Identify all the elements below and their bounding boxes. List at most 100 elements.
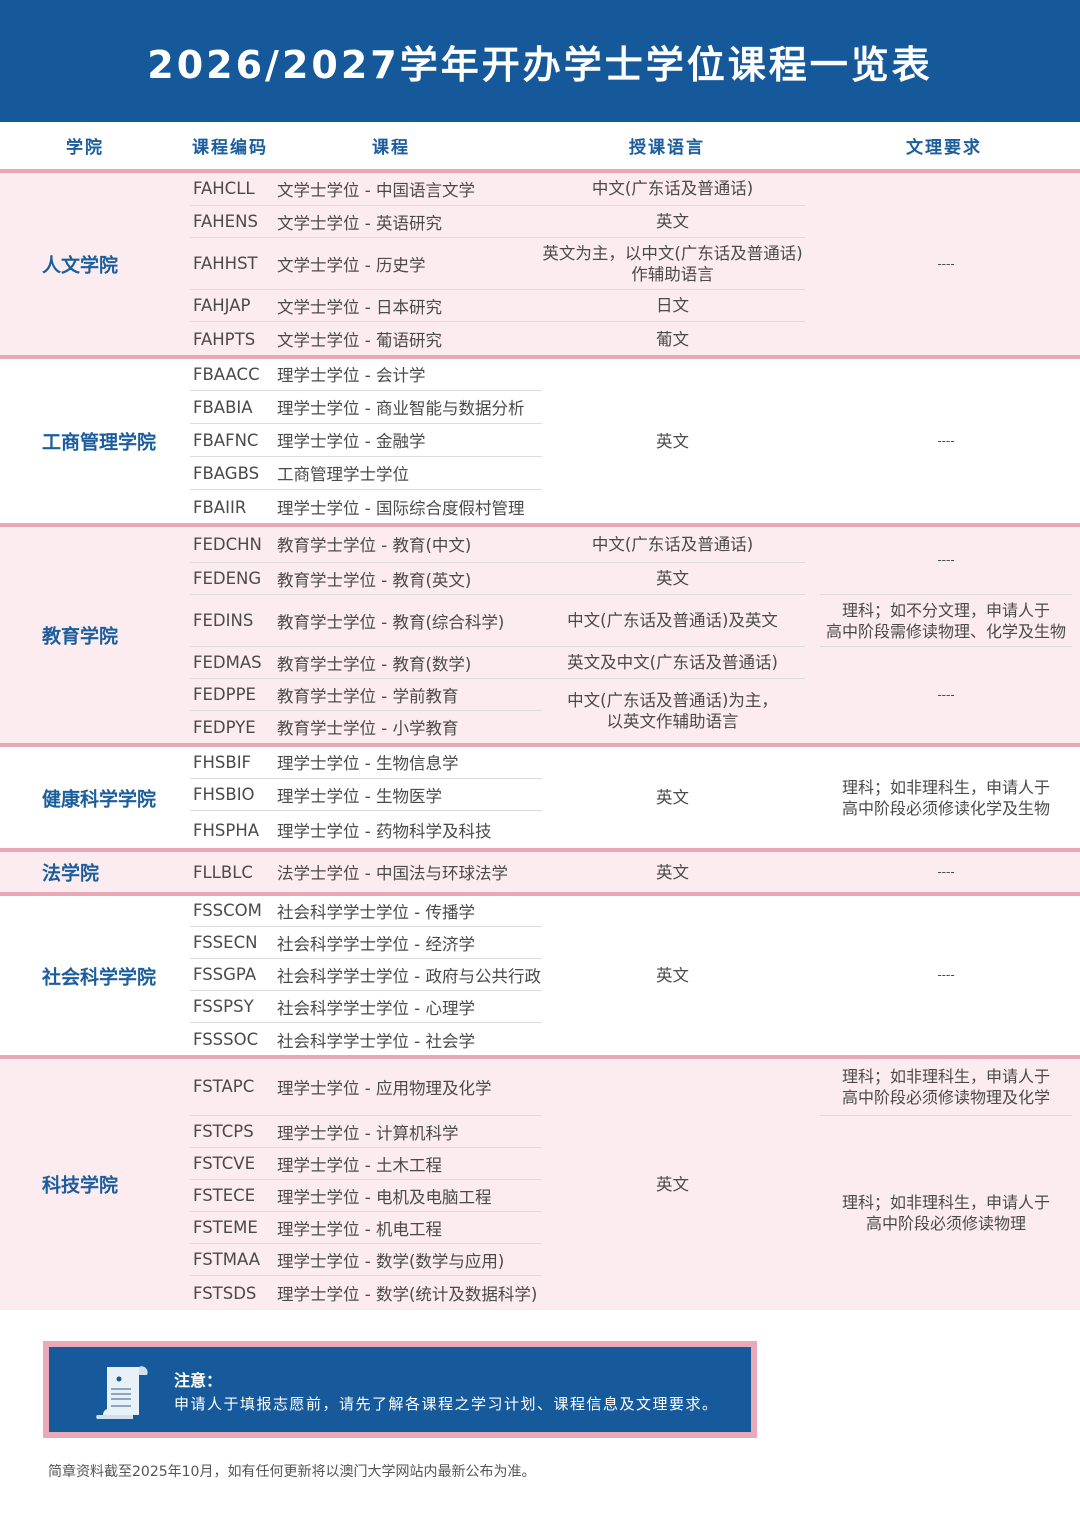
teaching-language: 中文(广东话及普通话)为主， 以英文作辅助语言 (567, 691, 778, 731)
subject-requirement: 理科；如非理科生，申请人于 高中阶段必须修读物理 (841, 1193, 1050, 1233)
course-code: FLLBLC (193, 862, 253, 882)
course-code: FSTMAA (190, 1244, 274, 1276)
subject-requirement: ---- (937, 687, 955, 702)
course-code: FBAFNC (190, 424, 274, 457)
course-code: FEDMAS (190, 647, 274, 679)
subject-requirement: ---- (820, 526, 1072, 595)
course-code: FSTEME (190, 1212, 274, 1244)
course-name: 文学士学位 - 中国语言文学 (274, 172, 542, 206)
subject-requirement: 理科；如不分文理，申请人于 高中阶段需修读物理、化学及生物 (820, 595, 1072, 647)
section-1 (0, 172, 1080, 356)
section-divider (0, 1055, 1080, 1059)
course-name: 社会科学学士学位 - 心理学 (274, 991, 542, 1023)
course-name: 理学士学位 - 生物医学 (274, 779, 542, 811)
course-code: FBABIA (190, 391, 274, 424)
college-name: 社会科学学院 (42, 966, 157, 988)
course-code: FSSCOM (190, 895, 274, 927)
subject-requirement: ---- (937, 256, 955, 271)
notice-box: 注意： 申请人于填报志愿前，请先了解各课程之学习计划、课程信息及文理要求。 (43, 1341, 757, 1438)
course-name: 文学士学位 - 葡语研究 (277, 331, 442, 350)
subject-requirement: ---- (937, 864, 955, 879)
course-name: 教育学士学位 - 学前教育 (274, 679, 542, 711)
course-name: 教育学士学位 - 教育(中文) (274, 526, 542, 563)
college-name: 科技学院 (42, 1174, 119, 1197)
course-name: 教育学士学位 - 教育(数学) (274, 647, 542, 679)
section-divider (0, 743, 1080, 747)
course-code: FAHJAP (190, 290, 274, 322)
course-name: 社会科学学士学位 - 传播学 (274, 895, 542, 927)
course-name: 理学士学位 - 土木工程 (274, 1148, 542, 1180)
course-code: FEDENG (190, 563, 274, 595)
section-divider (0, 892, 1080, 896)
course-name: 理学士学位 - 商业智能与数据分析 (274, 391, 542, 424)
teaching-language: 中文(广东话及普通话) (540, 526, 805, 563)
teaching-language: 英文 (656, 966, 689, 985)
teaching-language: 中文(广东话及普通话)及英文 (540, 595, 805, 647)
column-header-college: 学院 (66, 138, 104, 158)
section-7 (0, 1058, 1080, 1310)
course-name: 理学士学位 - 会计学 (274, 358, 542, 391)
teaching-language: 英文 (540, 206, 805, 238)
course-code: FSTECE (190, 1180, 274, 1212)
course-code: FSTCPS (190, 1116, 274, 1148)
course-code: FBAACC (190, 358, 274, 391)
college-name: 人文学院 (42, 254, 119, 277)
course-name: 教育学士学位 - 教育(英文) (274, 563, 542, 595)
course-code: FSSPSY (190, 991, 274, 1023)
notice-title: 注意： (174, 1371, 223, 1390)
course-code: FSSSOC (193, 1030, 259, 1049)
notice-text: 申请人于填报志愿前，请先了解各课程之学习计划、课程信息及文理要求。 (174, 1395, 719, 1413)
course-code: FBAIIR (193, 497, 247, 517)
section-4 (0, 746, 1080, 849)
title-banner: 2026/2027学年开办学士学位课程一览表 (0, 0, 1080, 122)
course-name: 教育学士学位 - 教育(综合科学) (274, 595, 542, 647)
section-divider (0, 169, 1080, 173)
column-header-requirement: 文理要求 (906, 138, 982, 158)
course-name: 文学士学位 - 英语研究 (274, 206, 542, 238)
course-name: 文学士学位 - 历史学 (274, 238, 542, 290)
college-name: 健康科学学院 (42, 788, 157, 810)
course-name: 理学士学位 - 药物科学及科技 (277, 822, 492, 841)
course-name: 理学士学位 - 生物信息学 (274, 746, 542, 779)
page-title: 2026/2027学年开办学士学位课程一览表 (147, 42, 933, 87)
course-code: FHSBIO (190, 779, 274, 811)
course-name: 理学士学位 - 国际综合度假村管理 (277, 499, 525, 518)
subject-requirement: ---- (937, 968, 955, 982)
teaching-language: 英文 (656, 1174, 689, 1194)
course-code: FHSBIF (190, 746, 274, 779)
teaching-language: 英文 (656, 862, 689, 882)
course-name: 法学士学位 - 中国法与环球法学 (277, 864, 508, 883)
teaching-language: 英文 (656, 788, 689, 807)
course-code: FAHCLL (190, 172, 274, 206)
course-name: 理学士学位 - 数学(数学与应用) (274, 1244, 542, 1276)
course-name: 文学士学位 - 日本研究 (274, 290, 542, 322)
course-name: 理学士学位 - 数学(统计及数据科学) (277, 1285, 538, 1304)
teaching-language: 英文及中文(广东话及普通话) (540, 647, 805, 679)
teaching-language: 英文 (656, 431, 689, 451)
college-name: 工商管理学院 (42, 431, 157, 454)
footnote: 简章资料截至2025年10月，如有任何更新将以澳门大学网站内最新公布为准。 (48, 1464, 536, 1480)
course-code: FSTAPC (190, 1058, 274, 1116)
course-code: FHSPHA (193, 820, 260, 840)
course-code: FEDPYE (193, 717, 256, 737)
column-header-course: 课程 (372, 138, 410, 158)
teaching-language: 葡文 (656, 329, 689, 349)
section-divider (0, 355, 1080, 359)
course-code: FEDINS (190, 595, 274, 647)
section-6 (0, 895, 1080, 1056)
subject-requirement: 理科；如非理科生，申请人于 高中阶段必须修读化学及生物 (841, 777, 1050, 818)
teaching-language: 日文 (540, 290, 805, 322)
college-name: 法学院 (42, 862, 100, 885)
course-code: FSTSDS (193, 1283, 257, 1303)
section-divider (0, 523, 1080, 527)
course-name: 理学士学位 - 机电工程 (274, 1212, 542, 1244)
college-name: 教育学院 (42, 625, 119, 647)
section-divider (0, 848, 1080, 852)
scroll-document-icon (96, 1366, 148, 1419)
course-name: 教育学士学位 - 小学教育 (277, 719, 459, 738)
course-code: FAHHST (190, 238, 274, 290)
course-code: FEDCHN (190, 526, 274, 563)
teaching-language: 英文 (540, 563, 805, 595)
section-5 (0, 851, 1080, 893)
course-code: FSTCVE (190, 1148, 274, 1180)
